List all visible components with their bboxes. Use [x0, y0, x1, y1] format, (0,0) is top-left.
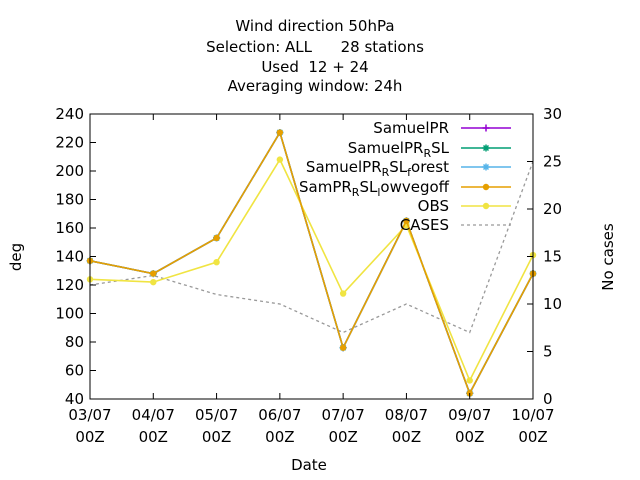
legend-swatch-marker [482, 144, 490, 152]
x-tick-label-time: 00Z [392, 428, 421, 446]
y2-tick-label: 5 [543, 343, 553, 361]
data-point [339, 344, 347, 351]
title-line-4: Averaging window: 24h [228, 77, 403, 95]
x-axis-label: Date [291, 456, 327, 474]
y2-axis-label: No cases [599, 223, 617, 291]
plot-border [89, 113, 534, 400]
x-tick-label-date: 09/07 [448, 406, 491, 424]
legend-swatch-marker [482, 202, 490, 210]
y-axis-label: deg [7, 243, 25, 271]
y-tick-label: 80 [65, 333, 84, 351]
legend-swatch-marker [482, 163, 490, 171]
legend-entry: SamuelPRRSL [348, 139, 511, 160]
series-sampr-rsl-lowvegoff [86, 129, 537, 397]
axes: 40 60 80 100 120 140 160 180 200 220 240 0 5 10 15 20 25… [55, 105, 562, 446]
series-layer [86, 129, 537, 397]
data-point [466, 377, 473, 384]
y-tick-label: 60 [65, 362, 84, 380]
y2-tick-label: 25 [543, 153, 562, 171]
x-tick-label-date: 08/07 [385, 406, 428, 424]
title-line-1: Wind direction 50hPa [235, 17, 394, 35]
legend-entry: SamPRRSLlowvegoff [299, 178, 511, 199]
legend-label: SamuelPRRSLforest [306, 158, 449, 179]
data-point [276, 156, 284, 163]
y2-tick-label: 0 [543, 390, 553, 408]
legend-entry: SamuelPR [373, 119, 511, 137]
x-tick-label-time: 00Z [328, 428, 357, 446]
legend-entry: SamuelPRRSLforest [306, 158, 511, 179]
data-point [213, 234, 220, 242]
y2-tick-label: 10 [543, 295, 562, 313]
y2-tick-label: 30 [543, 105, 562, 123]
x-tick-label-date: 07/07 [322, 406, 365, 424]
data-point [150, 278, 157, 286]
data-point [339, 290, 347, 297]
legend-label: CASES [400, 216, 449, 234]
x-tick-label-time: 00Z [139, 428, 168, 446]
data-point [213, 259, 220, 266]
y-tick-label: 160 [55, 219, 84, 237]
data-point [403, 217, 410, 225]
legend-label: SamPRRSLlowvegoff [299, 178, 450, 199]
y-tick-label: 200 [55, 162, 84, 180]
y-tick-label: 180 [55, 191, 84, 209]
x-tick-label-date: 06/07 [258, 406, 301, 424]
x-tick-label-time: 00Z [202, 428, 231, 446]
chart-title: Wind direction 50hPa Selection: ALL 28 s… [206, 17, 424, 95]
y-tick-label: 140 [55, 248, 84, 266]
x-tick-label-time: 00Z [265, 428, 294, 446]
title-line-3: Used 12 + 24 [261, 58, 368, 76]
data-point [150, 270, 157, 277]
legend: SamuelPR SamuelPRRSLSamuelPRRSLforestSamP… [299, 119, 511, 234]
y-tick-label: 220 [55, 134, 84, 152]
legend-label: SamuelPR [373, 119, 449, 137]
legend-entry: CASES [400, 216, 511, 234]
series-line [89, 157, 534, 383]
x-tick-label-date: 10/07 [511, 406, 554, 424]
y-tick-label: 240 [55, 105, 84, 123]
series-line [89, 130, 534, 396]
series-line [89, 161, 534, 334]
y-tick-label: 40 [65, 390, 84, 408]
x-tick-label-date: 04/07 [132, 406, 175, 424]
series-cases [89, 161, 534, 334]
y-tick-label: 120 [55, 276, 84, 294]
legend-swatch-marker [482, 183, 490, 191]
y2-tick-label: 15 [543, 248, 562, 266]
x-tick-label-date: 05/07 [195, 406, 238, 424]
x-tick-label-time: 00Z [518, 428, 547, 446]
legend-entry: OBS [418, 197, 511, 215]
x-tick-label-time: 00Z [455, 428, 484, 446]
y-tick-label: 100 [55, 305, 84, 323]
y2-tick-label: 20 [543, 200, 562, 218]
x-tick-label-time: 00Z [75, 428, 104, 446]
x-tick-label-date: 03/07 [68, 406, 111, 424]
legend-label: OBS [418, 197, 449, 215]
legend-label: SamuelPRRSL [348, 139, 450, 160]
title-line-2: Selection: ALL 28 stations [206, 38, 424, 56]
data-point [276, 129, 284, 136]
